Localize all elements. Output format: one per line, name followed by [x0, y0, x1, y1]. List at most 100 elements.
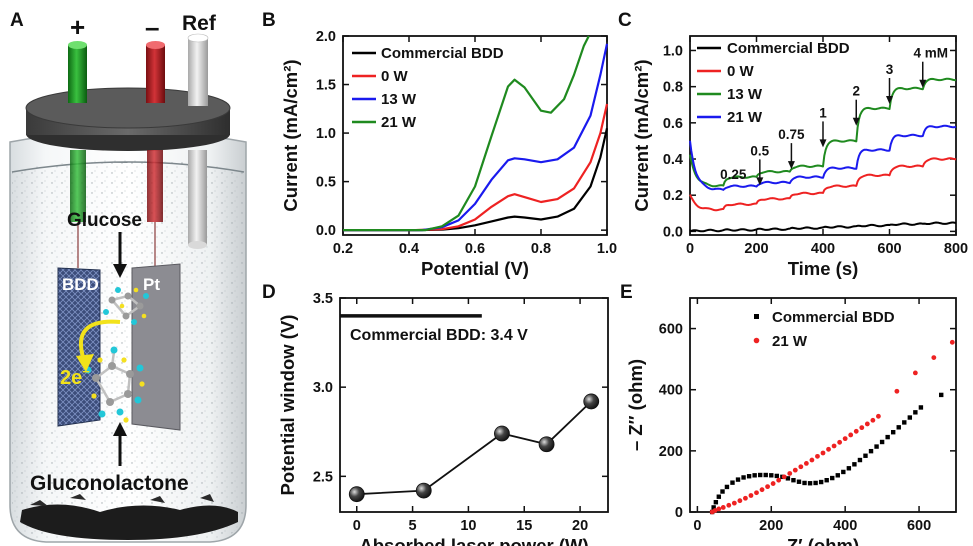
data-point [716, 494, 722, 499]
legend-entry-2: 13 W [727, 86, 763, 103]
x-tick-label: 15 [516, 518, 532, 534]
data-point [792, 467, 798, 473]
electron-label: 2e− [60, 364, 90, 389]
x-axis-label: Potential (V) [421, 258, 529, 279]
bdd-plate-label: BDD [62, 275, 99, 294]
y-tick-label: 0.4 [663, 152, 683, 168]
y-tick-label: 0.0 [663, 224, 683, 240]
y-axis-label: Current (mA/cm²) [631, 59, 652, 211]
data-point [870, 417, 876, 423]
x-tick-label: 600 [907, 518, 931, 534]
data-point [774, 473, 780, 479]
data-point [743, 495, 748, 501]
data-point [802, 480, 807, 486]
panel-c-amperometry-chart: 0 200 400 600 800 0.0 0.2 0.4 0.6 0.8 1.0 Time (s) C… [618, 10, 968, 279]
panel-letter: D [262, 282, 276, 303]
data-point [712, 508, 718, 513]
step-arrow-head [886, 95, 893, 104]
plot-frame [339, 297, 609, 513]
gluconolactone-label: Gluconolactone [30, 472, 189, 495]
data-point [746, 474, 752, 479]
y-tick-label: 2.5 [313, 469, 333, 485]
reference-label: Commercial BDD: 3.4 V [350, 327, 528, 344]
data-point [798, 464, 804, 470]
bdd-plate [57, 267, 101, 427]
data-point [763, 472, 768, 478]
glucose-label: Glucose [67, 210, 142, 231]
y-tick-label: 1.5 [316, 78, 336, 94]
legend-entry-1: 0 W [381, 68, 409, 85]
data-point [824, 478, 829, 483]
data-point [868, 448, 874, 454]
reference-electrode-rod [188, 38, 208, 106]
data-point [741, 475, 746, 480]
data-point [724, 484, 730, 490]
data-point [913, 410, 918, 415]
data-point [726, 502, 732, 508]
panel-b-lsv-chart: 0.2 0.4 0.6 0.8 1.0 0.0 0.5 1.0 1.5 2.0 Potential … [262, 10, 617, 279]
legend-entry-1: 21 W [772, 333, 808, 350]
data-point [902, 420, 907, 425]
data-point [748, 493, 754, 498]
y-tick-label: 2.0 [316, 29, 336, 45]
data-point [494, 425, 510, 442]
electron-transfer-arrow [78, 319, 121, 361]
y-tick-label: 1.0 [316, 126, 336, 142]
panel-a-letter: A [10, 10, 24, 31]
y-tick-label: 0.8 [663, 80, 683, 96]
data-point [907, 415, 913, 420]
x-tick-label: 0 [353, 518, 361, 534]
data-point [752, 473, 757, 478]
x-tick-label: 0.6 [465, 241, 485, 257]
y-tick-label: 0.0 [316, 223, 336, 239]
step-arrow-head [787, 161, 795, 170]
panel-d-potential-window-chart: 0 5 10 15 20 2.5 3.0 3.5 Absorbed laser power (W… [262, 282, 609, 546]
x-tick-label: 0.2 [333, 241, 353, 257]
data-point [791, 478, 796, 483]
pt-plate-label: Pt [143, 275, 160, 294]
glucose-molecule [103, 287, 149, 325]
y-tick-label: 200 [659, 444, 683, 460]
electrolyte-solution [12, 160, 244, 540]
data-point [853, 428, 859, 434]
data-point [885, 434, 890, 440]
x-tick-label: 0 [686, 241, 694, 257]
data-point [711, 505, 716, 510]
y-tick-label: 400 [659, 383, 683, 399]
data-point [730, 480, 735, 485]
step-label: 2 [852, 84, 860, 99]
legend-entry-1: 0 W [727, 63, 755, 80]
legend-entry-2: 13 W [381, 91, 417, 108]
x-tick-label: 5 [409, 518, 417, 534]
data-point [796, 479, 802, 484]
data-point [737, 498, 743, 504]
x-tick-label: 400 [811, 241, 835, 257]
data-point [820, 450, 826, 456]
y-axis-label: Potential window (V) [277, 315, 298, 496]
y-tick-label: 3.0 [313, 380, 333, 396]
electrochemical-cell-illustration: A + – Ref Glucose BDD [9, 10, 247, 543]
data-point [842, 436, 848, 442]
data-point [848, 432, 854, 438]
data-point [716, 506, 722, 512]
data-point [769, 473, 774, 478]
step-label: 0.5 [750, 143, 769, 158]
data-point [890, 430, 896, 435]
connecting-line [356, 400, 592, 496]
data-point [939, 392, 944, 398]
panel-letter: E [620, 282, 633, 303]
y-tick-label: 0.2 [663, 188, 683, 204]
y-axis-label: Current (mA/cm²) [280, 59, 301, 211]
data-point [841, 469, 846, 475]
data-point [785, 476, 791, 481]
positive-terminal-label: + [70, 12, 85, 42]
x-tick-label: 200 [759, 518, 783, 534]
data-point [876, 413, 881, 419]
data-point [852, 462, 857, 467]
data-point [803, 460, 809, 466]
data-point [735, 477, 741, 482]
step-label: 4 mM [913, 46, 948, 61]
x-axis-label: Time (s) [788, 258, 859, 279]
data-point [583, 393, 600, 410]
legend-marker-1 [753, 337, 760, 344]
